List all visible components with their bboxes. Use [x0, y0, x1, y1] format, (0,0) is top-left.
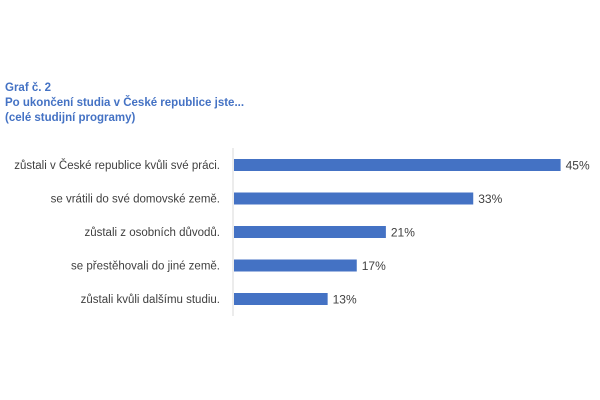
chart-title-line-3: (celé studijní programy)	[5, 112, 136, 124]
category-label: se vrátili do své domovské země.	[51, 194, 220, 206]
bar	[234, 192, 474, 205]
category-label: zůstali kvůli dalšímu studiu.	[81, 294, 220, 306]
category-label: zůstali z osobních důvodů.	[84, 227, 220, 239]
category-label: zůstali v České republice kvůli své prác…	[14, 159, 220, 172]
bar	[234, 226, 386, 238]
bar	[234, 259, 357, 272]
data-label: 21%	[391, 226, 415, 240]
category-label: se přestěhovali do jiné země.	[71, 261, 220, 273]
data-label: 17%	[362, 259, 386, 273]
data-label: 33%	[478, 192, 502, 206]
chart-title-line-1: Graf č. 2	[5, 82, 52, 94]
data-label: 45%	[566, 159, 590, 173]
data-label: 13%	[333, 293, 357, 307]
chart-title-line-2: Po ukončení studia v České republice jst…	[5, 97, 245, 109]
chart-title: Graf č. 2 Po ukončení studia v České rep…	[5, 81, 244, 126]
bar	[234, 159, 561, 171]
bar	[234, 293, 328, 305]
